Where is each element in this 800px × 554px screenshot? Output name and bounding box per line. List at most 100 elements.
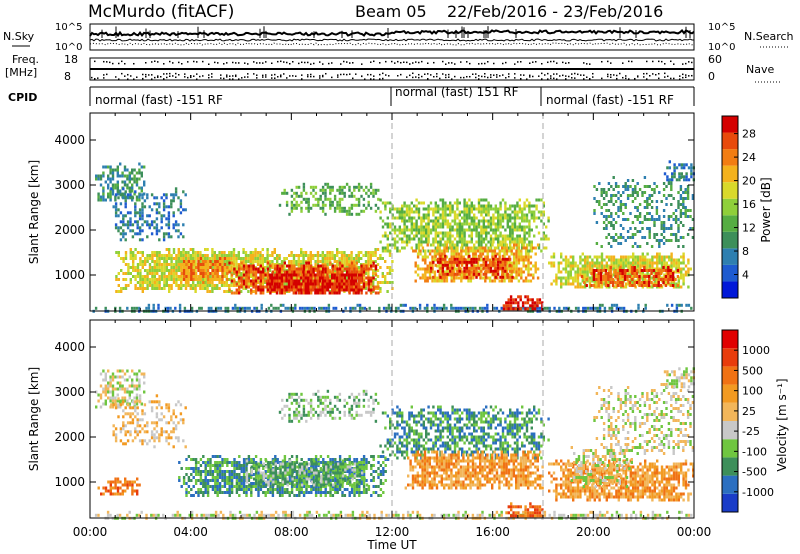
power-cell	[221, 260, 224, 263]
power-cell	[396, 207, 399, 211]
power-cell	[612, 255, 616, 259]
power-cell	[417, 231, 421, 235]
freq-dot	[265, 61, 267, 63]
power-cell	[517, 267, 521, 271]
power-cell	[165, 196, 168, 200]
power-cell	[517, 258, 521, 262]
power-cell	[639, 261, 642, 265]
power-cell	[271, 263, 274, 266]
freq-dot	[472, 73, 474, 76]
power-cell	[170, 260, 173, 263]
power-cell	[151, 275, 154, 278]
power-cell	[357, 257, 360, 260]
power-cell	[236, 306, 239, 310]
power-cell	[199, 275, 203, 278]
freq-dot	[628, 60, 630, 63]
power-cell	[348, 209, 351, 213]
power-cell	[341, 206, 344, 210]
power-cell	[523, 201, 526, 205]
power-cell	[441, 234, 445, 238]
power-cell	[491, 243, 494, 247]
power-cell	[512, 246, 516, 250]
power-cell	[685, 303, 688, 307]
power-cell	[434, 263, 437, 267]
power-cell	[545, 225, 548, 229]
power-cell	[226, 278, 229, 281]
power-cell	[293, 267, 296, 271]
power-cell	[278, 254, 281, 257]
power-cell	[555, 276, 558, 280]
power-cell	[584, 255, 587, 259]
freq-dot	[163, 73, 165, 75]
power-cell	[456, 213, 459, 217]
power-cell	[488, 249, 492, 253]
power-cell	[523, 219, 526, 223]
power-cell	[302, 254, 305, 257]
power-cell	[505, 243, 509, 247]
power-cell	[355, 270, 358, 274]
power-cell	[206, 275, 210, 278]
power-cell	[451, 269, 454, 273]
freq-dot	[643, 72, 645, 75]
power-cell	[326, 279, 330, 283]
power-cell	[190, 278, 193, 281]
power-cell	[190, 269, 193, 272]
freq-dot	[523, 74, 525, 76]
power-cell	[581, 285, 584, 289]
power-cell	[266, 261, 270, 265]
power-cell	[281, 267, 284, 271]
power-cell	[309, 191, 313, 195]
power-cell	[439, 243, 442, 247]
power-cell	[501, 254, 505, 258]
power-cell	[480, 254, 483, 258]
power-cell	[445, 243, 449, 247]
power-cell	[141, 196, 144, 200]
freq-dot	[592, 76, 594, 78]
power-cell	[678, 303, 681, 307]
power-cell	[484, 255, 487, 259]
power-cell	[620, 258, 623, 262]
power-cell	[192, 287, 195, 290]
power-cell	[114, 223, 118, 227]
power-cell	[384, 207, 387, 211]
power-cell	[475, 222, 478, 226]
power-cell	[324, 257, 327, 260]
power-cell	[290, 270, 294, 274]
power-cell	[445, 255, 449, 259]
power-cell	[612, 261, 616, 265]
power-cell	[134, 257, 137, 260]
power-cell	[438, 279, 441, 283]
power-cell	[501, 275, 505, 279]
power-cell	[220, 263, 224, 266]
power-cell	[316, 257, 320, 260]
power-cell	[341, 188, 344, 192]
power-cell	[506, 222, 509, 226]
power-cell	[370, 267, 373, 271]
power-cell	[483, 306, 487, 310]
power-cell	[185, 260, 188, 263]
power-cell	[436, 260, 440, 264]
power-cell	[189, 254, 192, 257]
power-cell	[275, 291, 279, 295]
power-cell	[537, 198, 541, 202]
power-cell	[527, 252, 530, 256]
power-cell	[172, 257, 176, 260]
power-cell	[391, 207, 394, 211]
power-cell	[531, 307, 534, 311]
power-cell	[492, 240, 495, 244]
power-cell	[155, 202, 159, 206]
power-cell	[146, 275, 149, 278]
power-cell	[141, 229, 144, 233]
power-cell	[500, 246, 504, 250]
power-cell	[126, 226, 130, 230]
power-cell	[122, 260, 125, 263]
power-cell	[259, 251, 262, 254]
power-cell	[126, 186, 129, 190]
power-cell	[131, 186, 134, 190]
power-cell	[391, 222, 394, 226]
power-cell	[302, 267, 306, 271]
power-cell	[398, 237, 401, 241]
power-cell	[285, 257, 288, 260]
power-cell	[449, 243, 452, 247]
power-cell	[482, 257, 485, 261]
